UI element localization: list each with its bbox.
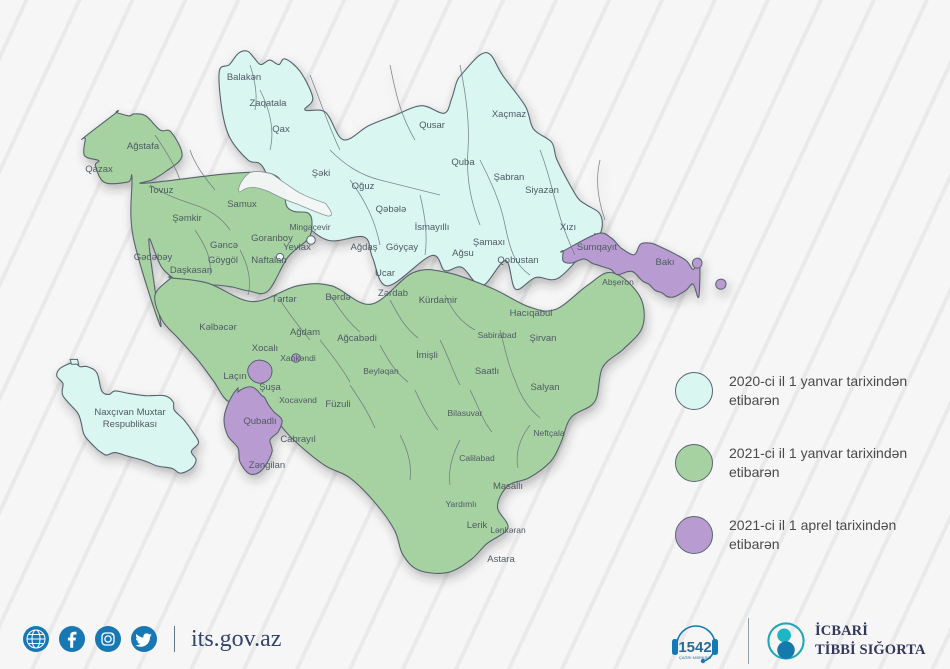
svg-text:Neftçala: Neftçala <box>533 428 564 438</box>
svg-text:Balakən: Balakən <box>227 72 261 83</box>
svg-text:Qax: Qax <box>272 124 290 135</box>
svg-text:Yardımlı: Yardımlı <box>445 499 476 509</box>
svg-text:Xızı: Xızı <box>560 222 576 233</box>
svg-text:Zərdab: Zərdab <box>378 288 408 299</box>
svg-text:Siyazən: Siyazən <box>525 185 559 196</box>
svg-text:Laçın: Laçın <box>223 371 246 382</box>
svg-text:Göyçay: Göyçay <box>386 242 418 253</box>
svg-text:Xankəndi: Xankəndi <box>280 353 316 363</box>
svg-text:Samux: Samux <box>227 199 257 210</box>
svg-text:Cabrayıl: Cabrayıl <box>280 434 315 445</box>
svg-text:İmişli: İmişli <box>416 350 438 361</box>
svg-text:Bilasuvar: Bilasuvar <box>448 408 483 418</box>
svg-text:Kürdamir: Kürdamir <box>419 295 458 306</box>
svg-text:Hacıqabul: Hacıqabul <box>510 308 553 319</box>
svg-text:Abşeron: Abşeron <box>602 277 634 287</box>
svg-text:Xocalı: Xocalı <box>252 343 278 354</box>
svg-text:Beyləqan: Beyləqan <box>363 366 399 376</box>
svg-text:Qusar: Qusar <box>419 120 445 131</box>
svg-text:Şabran: Şabran <box>494 172 525 183</box>
svg-text:Astara: Astara <box>487 554 515 565</box>
svg-text:Şirvan: Şirvan <box>530 333 557 344</box>
svg-text:Oğuz: Oğuz <box>352 181 375 192</box>
svg-text:Tərtər: Tərtər <box>271 294 296 305</box>
svg-text:Sabirabad: Sabirabad <box>478 330 517 340</box>
svg-text:Qəbələ: Qəbələ <box>376 204 407 215</box>
svg-text:Lerik: Lerik <box>467 520 488 531</box>
svg-text:Respublikası: Respublikası <box>103 419 157 430</box>
svg-text:Masallı: Masallı <box>493 481 523 492</box>
svg-text:Ağcabədi: Ağcabədi <box>337 333 377 344</box>
svg-text:Salyan: Salyan <box>530 382 559 393</box>
svg-text:Xaçmaz: Xaçmaz <box>492 109 527 120</box>
svg-text:Naftalan: Naftalan <box>251 255 286 266</box>
svg-text:Calilabad: Calilabad <box>459 453 495 463</box>
svg-text:Zəngilan: Zəngilan <box>249 460 285 471</box>
svg-text:Füzuli: Füzuli <box>325 399 350 410</box>
svg-text:Şəki: Şəki <box>312 168 330 179</box>
svg-text:1542: 1542 <box>678 639 711 656</box>
svg-text:Ucar: Ucar <box>375 268 395 279</box>
svg-text:Lənkəran: Lənkəran <box>490 525 526 535</box>
svg-text:Zaqatala: Zaqatala <box>250 98 288 109</box>
svg-text:Daşkasan: Daşkasan <box>170 265 212 276</box>
svg-text:Bakı: Bakı <box>655 257 674 268</box>
svg-text:Gəncə: Gəncə <box>210 240 238 251</box>
svg-text:Naxçıvan Muxtar: Naxçıvan Muxtar <box>94 407 165 418</box>
svg-text:Quba: Quba <box>451 157 475 168</box>
svg-text:Mingaçevir: Mingaçevir <box>289 222 330 232</box>
svg-text:Şamaxı: Şamaxı <box>473 237 505 248</box>
svg-text:Tovuz: Tovuz <box>149 185 174 196</box>
svg-text:Gədəbəy: Gədəbəy <box>134 252 173 263</box>
svg-text:Qubadlı: Qubadlı <box>243 416 276 427</box>
svg-text:Qobustan: Qobustan <box>497 255 538 266</box>
svg-text:Bərdə: Bərdə <box>325 292 350 303</box>
svg-text:Göygöl: Göygöl <box>208 255 238 266</box>
svg-text:Ağdaş: Ağdaş <box>351 242 378 253</box>
svg-text:Ağdam: Ağdam <box>290 327 320 338</box>
svg-text:Şəmkir: Şəmkir <box>172 213 202 224</box>
svg-text:Xocavənd: Xocavənd <box>279 395 317 405</box>
svg-text:Ağsu: Ağsu <box>452 248 474 259</box>
svg-text:ÇAĞRI MƏRKƏZİ: ÇAĞRI MƏRKƏZİ <box>679 655 711 660</box>
svg-text:Sumqayıt: Sumqayıt <box>577 242 617 253</box>
svg-text:Goranboy: Goranboy <box>251 233 293 244</box>
svg-text:Ağstafa: Ağstafa <box>127 141 160 152</box>
svg-text:İsmayıllı: İsmayıllı <box>415 222 450 233</box>
svg-text:Qazax: Qazax <box>85 164 113 175</box>
svg-text:Şuşa: Şuşa <box>259 382 281 393</box>
svg-text:Saatlı: Saatlı <box>475 366 499 377</box>
svg-text:Kəlbəcər: Kəlbəcər <box>199 322 237 333</box>
